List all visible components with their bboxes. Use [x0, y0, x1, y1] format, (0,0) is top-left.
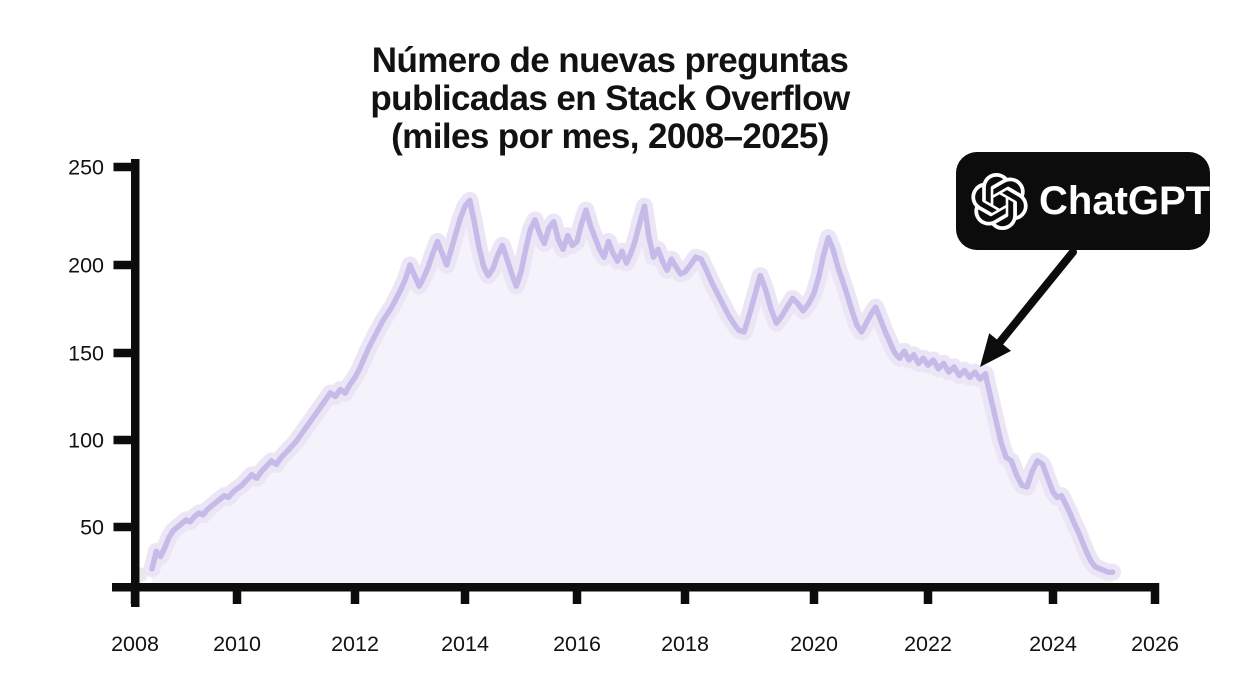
chart-title-line2: publicadas en Stack Overflow: [370, 79, 850, 118]
x-tick-2012: [350, 583, 360, 604]
x-tick-label-2008: 2008: [111, 632, 159, 656]
chart-title-line3: (miles por mes, 2008–2025): [391, 117, 829, 156]
x-tick-label-2020: 2020: [790, 632, 838, 656]
x-tick-label-2014: 2014: [441, 632, 489, 656]
y-tick-50: [113, 522, 140, 532]
x-tick-2008: [130, 583, 140, 604]
x-tick-2020: [809, 583, 819, 604]
series-area-fill: [152, 200, 1113, 586]
y-axis-line: [131, 159, 140, 607]
y-tick-label-250: 250: [68, 156, 104, 180]
x-tick-2016: [572, 583, 582, 604]
x-tick-2026: [1150, 583, 1160, 604]
y-tick-250: [113, 162, 140, 172]
x-tick-label-2012: 2012: [331, 632, 379, 656]
annotation-arrow-shaft: [996, 248, 1077, 346]
x-tick-label-2026: 2026: [1131, 632, 1179, 656]
x-tick-2010: [232, 583, 242, 604]
chart-title: Número de nuevas preguntas publicadas en…: [0, 42, 1220, 156]
annotation-arrowhead: [980, 333, 1011, 367]
x-tick-label-2016: 2016: [553, 632, 601, 656]
chatgpt-annotation-label: ChatGPT: [1039, 178, 1211, 223]
y-tick-label-200: 200: [68, 254, 104, 278]
x-tick-label-2018: 2018: [661, 632, 709, 656]
series-line: [149, 197, 1116, 575]
y-tick-150: [113, 348, 140, 358]
axes-layer: 2008 2010 2012 2014 2016 2018 2020 2022 2024 2026…: [68, 156, 1179, 656]
x-tick-2022: [923, 583, 933, 604]
x-tick-label-2024: 2024: [1029, 632, 1077, 656]
annotation-arrow-layer: [980, 248, 1077, 367]
y-tick-label-50: 50: [80, 516, 104, 540]
openai-logo-icon: [971, 172, 1028, 230]
x-tick-label-2022: 2022: [904, 632, 952, 656]
data-series-layer: [132, 191, 1121, 586]
x-tick-2024: [1048, 583, 1058, 604]
y-tick-label-150: 150: [68, 342, 104, 366]
chatgpt-annotation-badge: ChatGPT: [956, 152, 1210, 250]
x-axis-line: [112, 583, 1159, 592]
y-tick-label-100: 100: [68, 429, 104, 453]
x-tick-2018: [680, 583, 690, 604]
y-tick-100: [113, 435, 140, 445]
y-tick-200: [113, 260, 140, 270]
x-tick-2014: [460, 583, 470, 604]
x-tick-label-2010: 2010: [213, 632, 261, 656]
chart-title-line1: Número de nuevas preguntas: [371, 41, 849, 80]
